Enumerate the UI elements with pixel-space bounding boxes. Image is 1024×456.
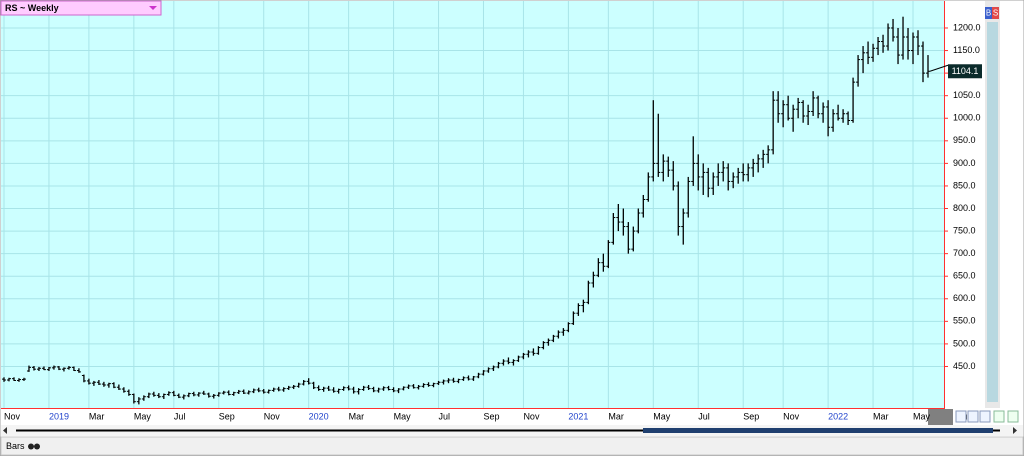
scroll-left[interactable] <box>3 427 7 434</box>
y-tick-label: 750.0 <box>953 225 976 235</box>
date-axis-area <box>1 409 944 425</box>
plot-background <box>1 1 944 408</box>
nav-button[interactable] <box>955 410 967 423</box>
x-tick-label: 2020 <box>309 411 329 421</box>
y-tick-label: 650.0 <box>953 271 976 281</box>
x-tick-label: May <box>653 411 671 421</box>
y-tick-label: 1200.0 <box>953 22 981 32</box>
y-tick-label: 700.0 <box>953 248 976 258</box>
buy-badge[interactable] <box>985 7 992 19</box>
sell-badge[interactable] <box>992 7 999 19</box>
chart-title[interactable]: RS ~ Weekly <box>5 3 59 13</box>
y-tick-label: 1150.0 <box>953 45 980 55</box>
nav-button[interactable] <box>1007 410 1019 423</box>
x-tick-label: Jul <box>439 411 451 421</box>
x-tick-label: Sep <box>743 411 759 421</box>
x-tick-label: Jul <box>698 411 710 421</box>
y-tick-label: 550.0 <box>953 316 976 326</box>
x-tick-label: May <box>134 411 152 421</box>
panel-bar <box>0 436 1024 456</box>
x-tick-label: Mar <box>608 411 624 421</box>
last-price-box <box>948 64 982 79</box>
x-tick-label: 2021 <box>568 411 588 421</box>
y-tick-label: 900.0 <box>953 158 976 168</box>
y-tick-label: 1050.0 <box>953 90 981 100</box>
panel-dot[interactable] <box>28 443 34 450</box>
x-tick-label: 2022 <box>828 411 848 421</box>
x-tick-label: Mar <box>349 411 365 421</box>
y-tick-label: 850.0 <box>953 180 976 190</box>
grid <box>1 1 944 408</box>
bars-layer <box>2 16 930 405</box>
last-price-connector <box>929 64 949 72</box>
y-tick-label: 500.0 <box>953 338 976 348</box>
y-tick-label: 800.0 <box>953 203 976 213</box>
y-tick-label: 450.0 <box>953 361 976 371</box>
symbol-dropdown[interactable] <box>0 0 162 16</box>
nav-buttons <box>955 410 1019 423</box>
dropdown-arrow[interactable] <box>149 6 157 10</box>
panel-label[interactable]: Bars <box>6 441 25 451</box>
y-tick-label: 950.0 <box>953 135 976 145</box>
side-strip-fill <box>987 22 998 402</box>
x-tick-label: Mar <box>873 411 889 421</box>
panel-dot[interactable] <box>34 443 40 450</box>
x-tick-label: Sep <box>483 411 499 421</box>
x-tick-label: 2019 <box>49 411 69 421</box>
x-tick-label: Mar <box>89 411 105 421</box>
scroll-thumb[interactable] <box>643 428 993 433</box>
x-tick-label: Jul <box>174 411 186 421</box>
scroll-right[interactable] <box>1013 427 1017 434</box>
nav-button[interactable] <box>967 410 979 423</box>
nav-button[interactable] <box>993 410 1005 423</box>
date-axis-future <box>928 409 953 425</box>
x-tick-label: May <box>913 411 931 421</box>
axis-layer: 450.0 500.0 550.0 600.0 650.0 700.0 750.0 800.0… <box>4 22 982 421</box>
x-tick-label: Nov <box>264 411 281 421</box>
x-tick-label: May <box>394 411 412 421</box>
x-tick-label: Nov <box>4 411 21 421</box>
x-tick-label: Nov <box>523 411 540 421</box>
x-tick-label: Nov <box>783 411 800 421</box>
y-tick-label: 1000.0 <box>953 113 981 123</box>
buy-badge-text[interactable]: B <box>986 9 991 18</box>
last-price-label: 1104.1 <box>952 66 979 76</box>
y-tick-label: 600.0 <box>953 293 976 303</box>
x-tick-label: Sep <box>219 411 235 421</box>
nav-button[interactable] <box>979 410 991 423</box>
sell-badge-text[interactable]: S <box>993 9 998 18</box>
